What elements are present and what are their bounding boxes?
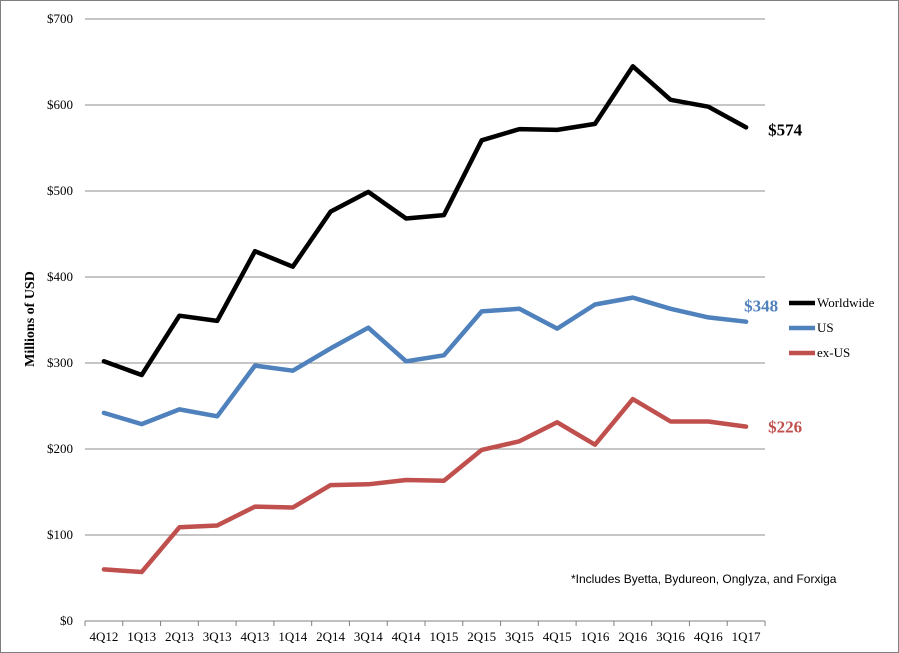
y-tick-label: $600 [47,97,73,112]
legend-label-worldwide: Worldwide [817,295,875,310]
x-tick-label: 4Q16 [694,629,723,644]
x-tick-label: 2Q13 [165,629,194,644]
series-line-ex-us [101,396,749,575]
x-tick-label: 2Q14 [316,629,345,644]
end-labels: $574 $348 $226 [744,120,803,436]
x-tick-label: 3Q16 [656,629,685,644]
x-tick-label: 4Q14 [392,629,421,644]
x-tick-label: 3Q14 [354,629,383,644]
x-tick-label: 1Q16 [581,629,610,644]
end-label-ex-us: $226 [768,418,802,437]
y-axis-label: Millions of USD [23,271,38,367]
x-tick-label: 2Q15 [467,629,496,644]
x-tick-label: 3Q15 [505,629,534,644]
gridlines [85,18,765,622]
end-label-us: $348 [744,297,778,316]
y-tick-label: $100 [47,527,73,542]
legend-label-us: US [817,320,834,335]
legend-label-ex-us: ex-US [817,345,850,360]
y-tick-labels: $0 $100 $200 $300 $400 $500 $600 $700 [47,11,73,628]
y-tick-label: $400 [47,269,73,284]
x-tick-label: 4Q15 [543,629,572,644]
x-tick-label: 1Q17 [732,629,761,644]
x-tick-label: 4Q12 [89,629,118,644]
x-tick-label: 4Q13 [241,629,270,644]
x-tick-label: 3Q13 [203,629,232,644]
x-tick-label: 1Q14 [278,629,307,644]
series-line-worldwide [101,64,749,378]
y-tick-label: $700 [47,11,73,26]
y-tick-label: $200 [47,441,73,456]
y-tick-label: $0 [60,613,73,628]
footnote-annotation: *Includes Byetta, Bydureon, Onglyza, and… [571,572,837,586]
end-label-worldwide: $574 [768,120,803,139]
x-tick-labels: 4Q12 1Q13 2Q13 3Q13 4Q13 1Q14 2Q14 3Q14 4Q14 1Q15… [84,621,766,644]
x-tick-label: 1Q13 [127,629,156,644]
series-line-us [101,295,749,427]
series-lines [101,64,749,575]
y-tick-label: $500 [47,183,73,198]
y-tick-label: $300 [47,355,73,370]
x-tick-label: 2Q16 [618,629,647,644]
x-tick-label: 1Q15 [429,629,458,644]
legend: Worldwide US ex-US [789,295,875,360]
